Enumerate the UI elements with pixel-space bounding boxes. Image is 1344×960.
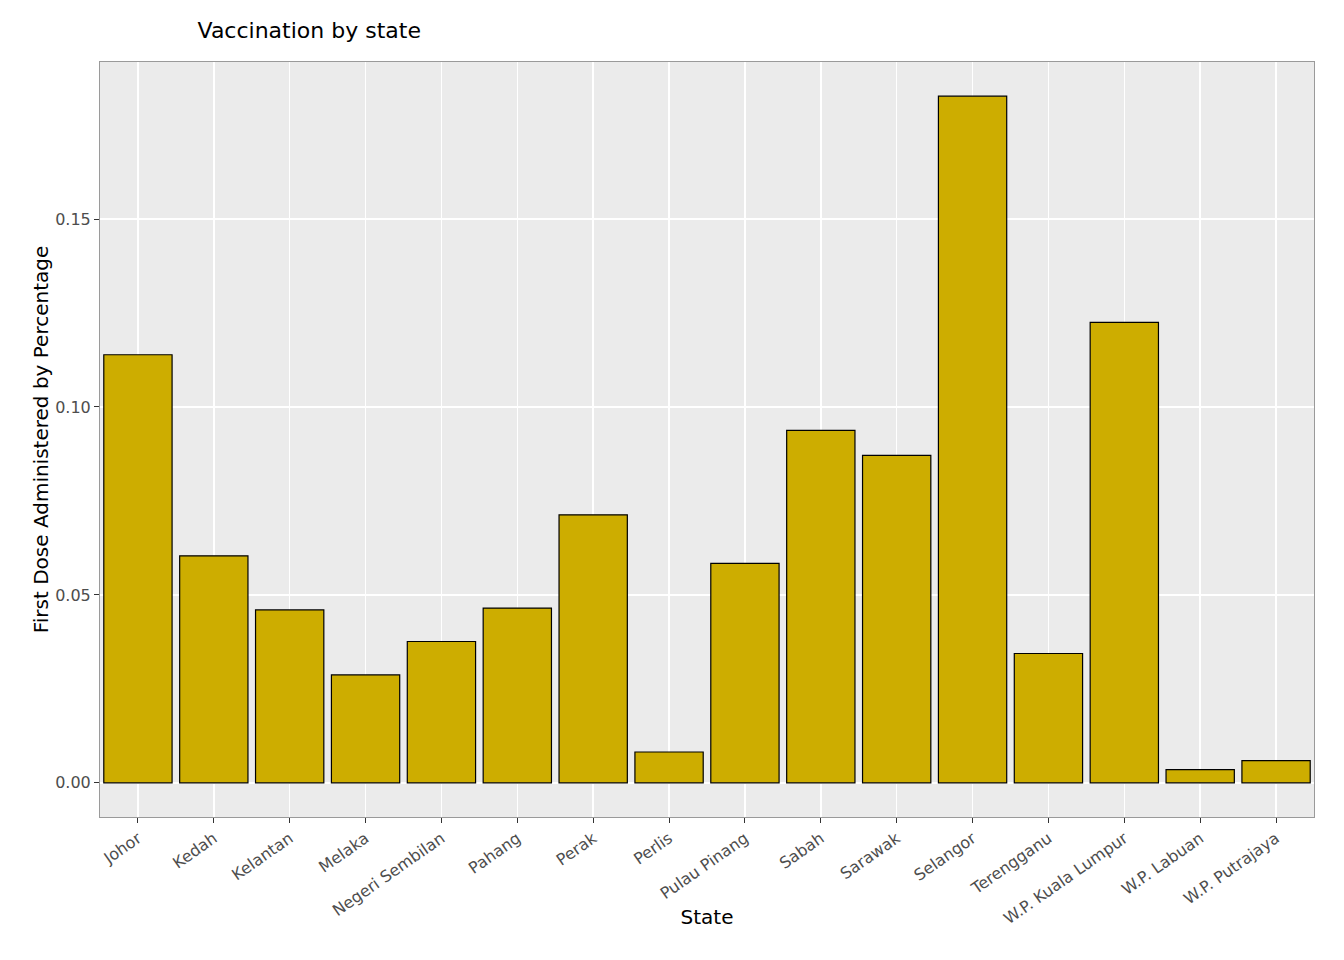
svg-text:Selangor: Selangor <box>910 828 979 884</box>
svg-text:W.P. Labuan: W.P. Labuan <box>1118 828 1207 898</box>
svg-text:Perlis: Perlis <box>630 828 676 868</box>
svg-text:Sarawak: Sarawak <box>837 828 905 883</box>
svg-text:Perak: Perak <box>553 828 601 870</box>
svg-text:0.00: 0.00 <box>55 773 91 792</box>
svg-text:Pulau Pinang: Pulau Pinang <box>657 828 752 903</box>
svg-text:W.P. Kuala Lumpur: W.P. Kuala Lumpur <box>1000 828 1131 928</box>
svg-text:Kedah: Kedah <box>169 828 221 872</box>
svg-text:0.15: 0.15 <box>55 210 91 229</box>
svg-text:Vaccination by state: Vaccination by state <box>198 18 421 43</box>
svg-text:Melaka: Melaka <box>315 828 372 876</box>
svg-text:Negeri Sembilan: Negeri Sembilan <box>329 828 448 920</box>
svg-text:Johor: Johor <box>100 828 146 868</box>
svg-text:First Dose Administered by Per: First Dose Administered by Percentage <box>29 246 53 634</box>
svg-text:W.P. Putrajaya: W.P. Putrajaya <box>1180 828 1283 908</box>
svg-text:Sabah: Sabah <box>776 828 828 872</box>
svg-text:Pahang: Pahang <box>465 828 524 877</box>
svg-text:State: State <box>681 905 734 929</box>
svg-text:0.10: 0.10 <box>55 398 91 417</box>
svg-text:0.05: 0.05 <box>55 586 91 605</box>
svg-text:Terengganu: Terengganu <box>967 828 1055 898</box>
svg-text:Kelantan: Kelantan <box>228 828 296 884</box>
